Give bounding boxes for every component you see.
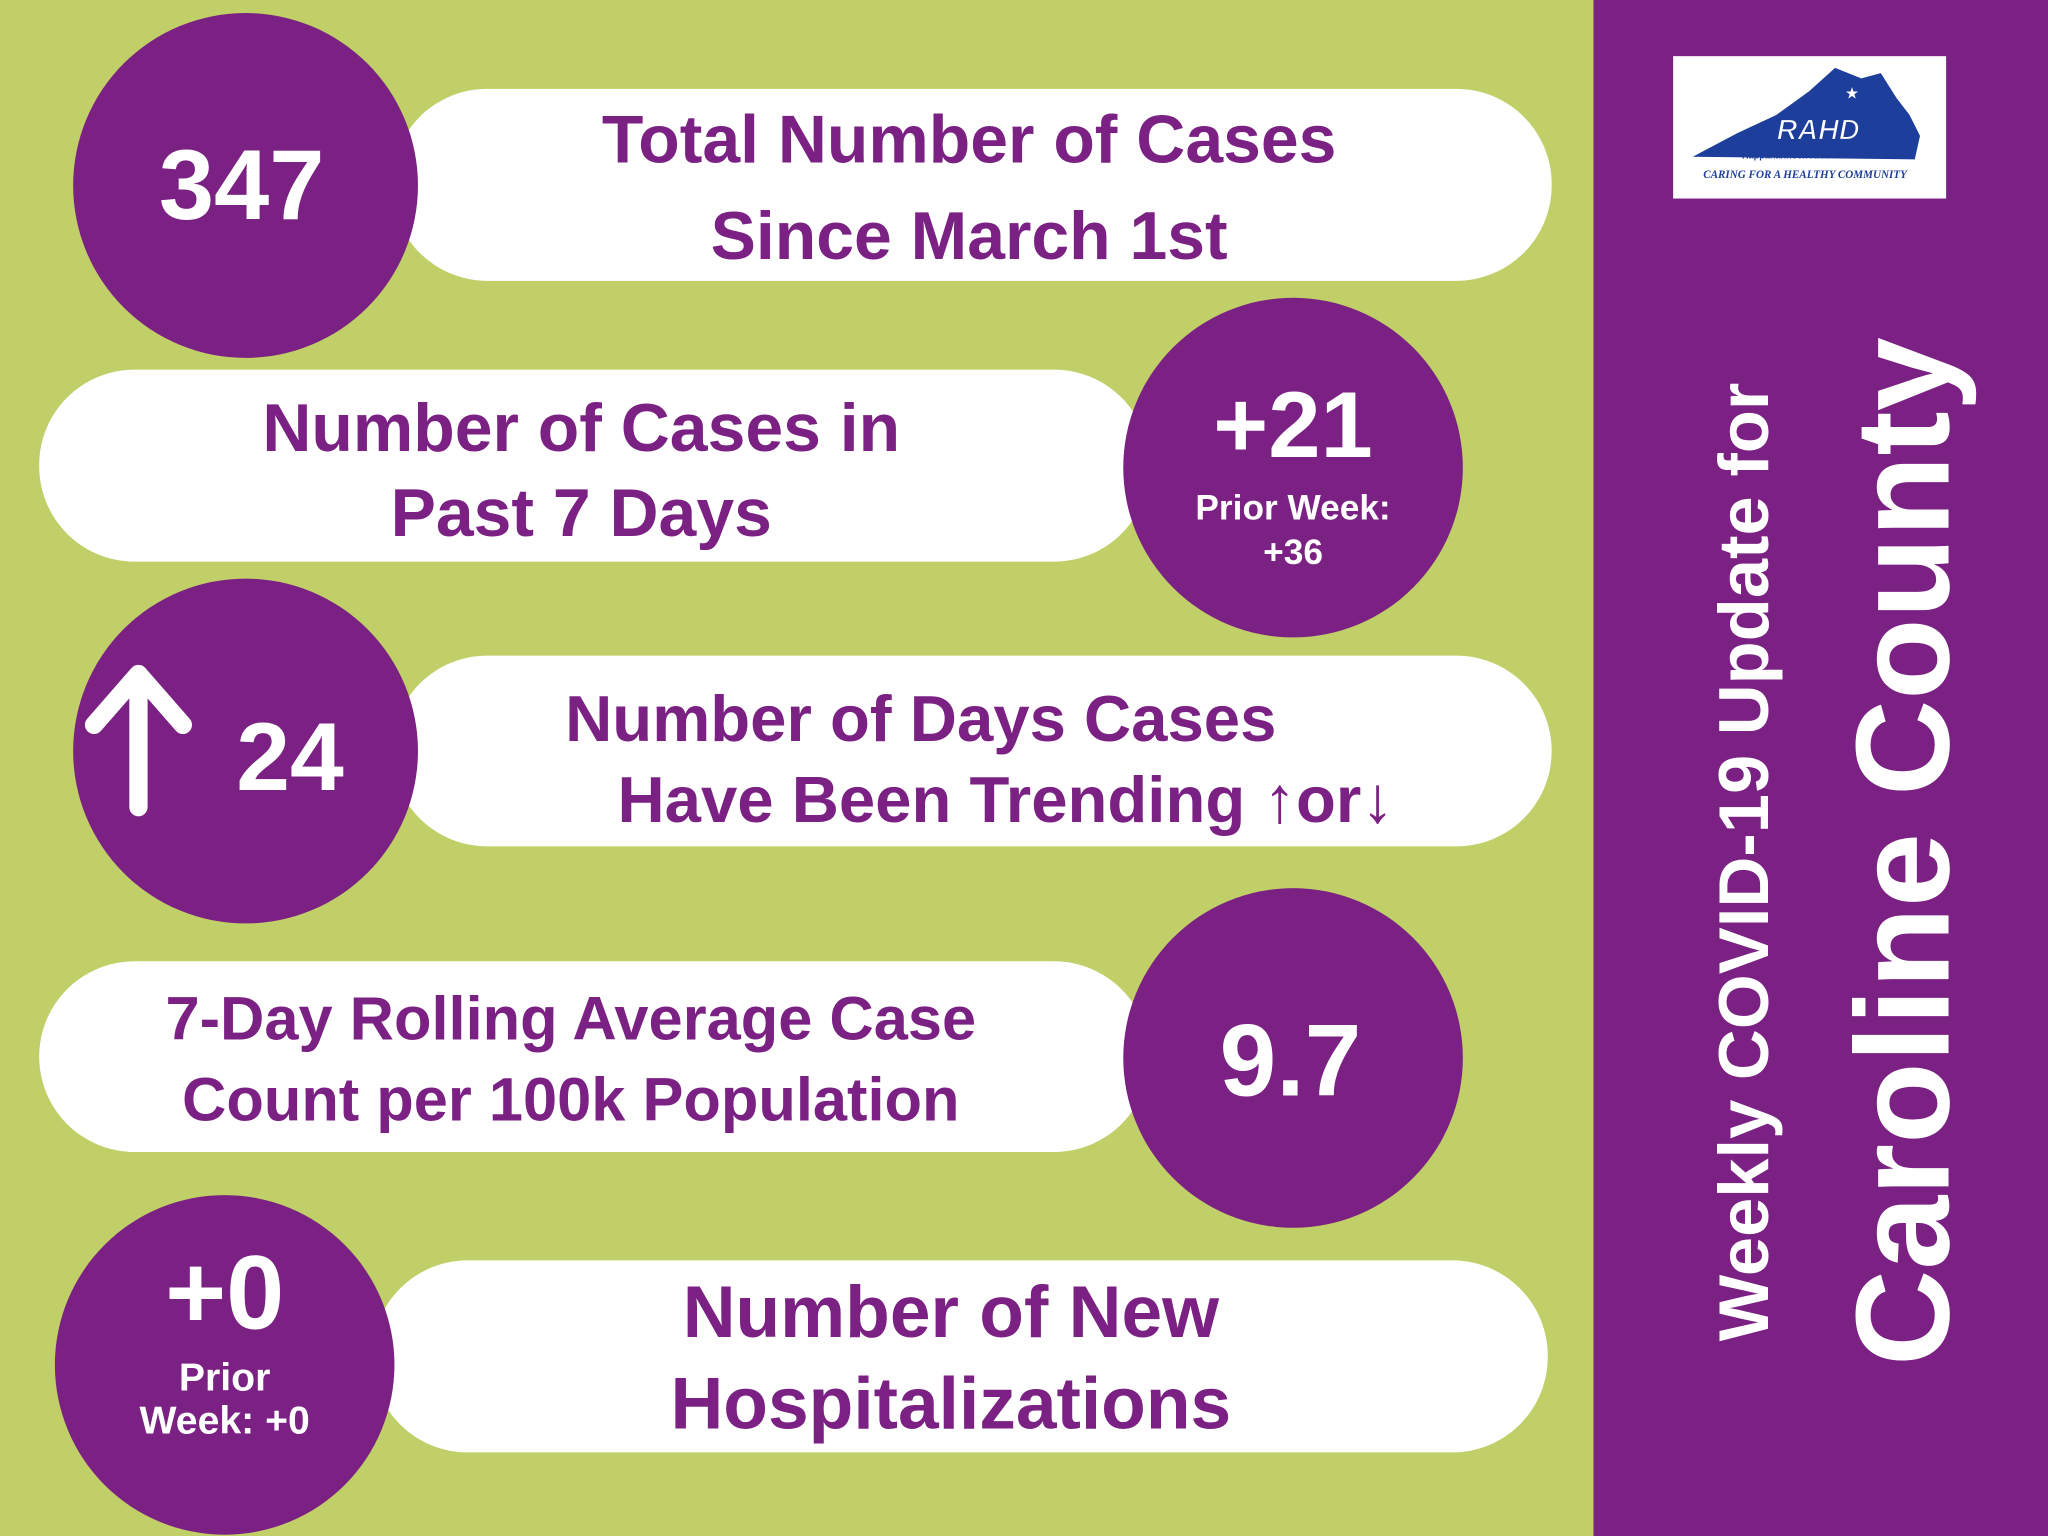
stat-label: Count per 100k Population [182, 1065, 960, 1134]
stat-value: 9.7 [1220, 1004, 1362, 1118]
virginia-shape [1692, 67, 1920, 160]
stat-label: Number of Days Cases [565, 682, 1276, 755]
logo-name: RAHD [1777, 115, 1860, 147]
logo-district: Rappahannock Area Health District [1742, 150, 1894, 160]
prior-week: Prior [179, 1356, 270, 1399]
panel-title: Caroline County [1829, 337, 1978, 1366]
stat-label: Total Number of Cases [602, 102, 1337, 177]
label-pill [391, 655, 1552, 847]
stat-value: +21 [1213, 372, 1373, 477]
label-pill [39, 369, 1150, 562]
label-pill [391, 88, 1552, 281]
prior-week: Week: +0 [140, 1400, 310, 1443]
stat-label: Hospitalizations [671, 1364, 1232, 1445]
value-circle [1123, 297, 1463, 638]
stat-value: +0 [165, 1235, 284, 1352]
panel-subtitle: Weekly COVID-19 Update for [1704, 383, 1783, 1342]
value-circle [54, 1195, 395, 1535]
stat-label: 7-Day Rolling Average Case [165, 984, 976, 1053]
stat-label: Have Been Trending ↑or↓ [617, 763, 1393, 836]
stat-label: Number of New [683, 1272, 1220, 1353]
prior-week: Prior Week: [1195, 489, 1390, 528]
up-arrow-icon [84, 664, 192, 817]
value-circle [73, 578, 418, 924]
stat-label: Past 7 Days [391, 476, 772, 551]
value-circle [73, 13, 418, 358]
stat-label: Since March 1st [711, 199, 1228, 274]
star: ★ [1845, 86, 1859, 103]
stat-label: Number of Cases in [262, 391, 900, 466]
value-circle [1123, 888, 1463, 1228]
label-pill [39, 961, 1150, 1152]
stat-value: 347 [159, 130, 325, 241]
logo-tagline: CARING FOR A HEALTHY COMMUNITY [1703, 169, 1908, 181]
label-pill [372, 1260, 1548, 1453]
prior-week: +36 [1263, 533, 1323, 572]
side-panel [1593, 0, 2048, 1536]
stat-value: 24 [236, 704, 344, 811]
